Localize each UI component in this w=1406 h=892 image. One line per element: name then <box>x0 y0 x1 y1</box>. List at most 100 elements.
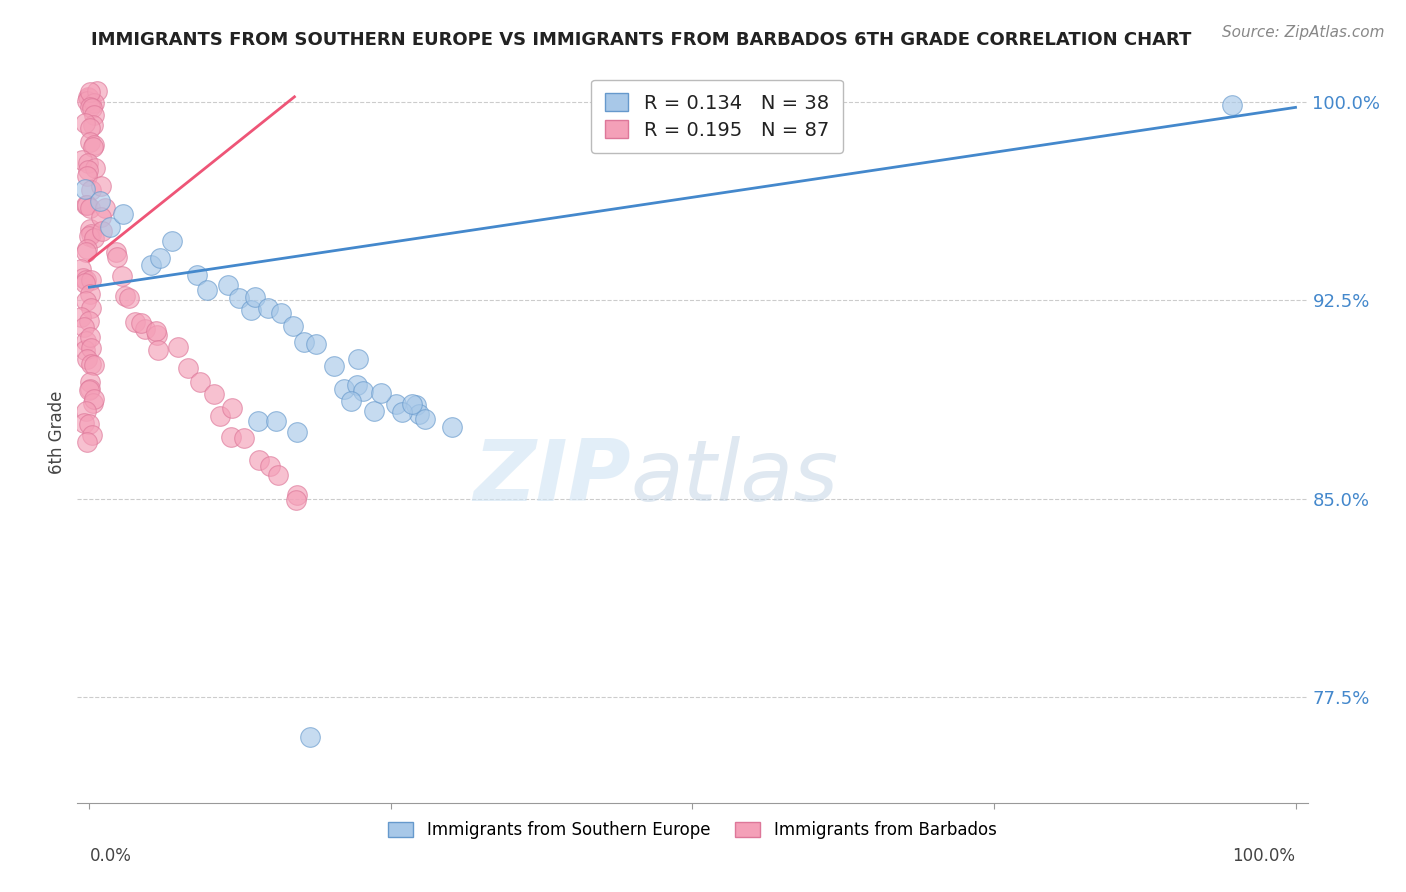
Text: 100.0%: 100.0% <box>1233 847 1295 865</box>
Point <box>408 407 430 421</box>
Point <box>239 303 262 318</box>
Point <box>83 358 105 372</box>
Point <box>75 198 97 212</box>
Point <box>79 375 101 389</box>
Point <box>401 397 423 411</box>
Point <box>80 341 103 355</box>
Point <box>146 343 169 357</box>
Point <box>124 315 146 329</box>
Point <box>129 316 152 330</box>
Point <box>285 493 308 508</box>
Point <box>98 220 121 235</box>
Point <box>146 327 169 342</box>
Point <box>82 102 104 116</box>
Point <box>190 375 212 389</box>
Point <box>114 289 136 303</box>
Point <box>339 394 361 409</box>
Point <box>111 206 134 220</box>
Point <box>83 108 105 122</box>
Point <box>195 283 218 297</box>
Point <box>83 231 105 245</box>
Point <box>370 385 392 400</box>
Point <box>93 201 115 215</box>
Point <box>243 290 266 304</box>
Point <box>79 201 101 215</box>
Point <box>111 268 134 283</box>
Point <box>347 351 370 366</box>
Text: ZIP: ZIP <box>474 435 631 518</box>
Point <box>83 392 105 407</box>
Point <box>75 273 97 287</box>
Point <box>79 229 101 244</box>
Point <box>177 360 200 375</box>
Point <box>86 84 108 98</box>
Point <box>73 343 96 357</box>
Point <box>79 329 101 343</box>
Point <box>384 397 406 411</box>
Point <box>267 468 290 483</box>
Y-axis label: 6th Grade: 6th Grade <box>48 391 66 475</box>
Point <box>83 137 105 152</box>
Point <box>405 398 427 412</box>
Point <box>72 271 94 285</box>
Point <box>104 244 127 259</box>
Point <box>83 95 105 110</box>
Point <box>80 227 103 242</box>
Point <box>82 118 104 132</box>
Point <box>75 404 97 418</box>
Point <box>322 359 344 373</box>
Point <box>80 273 103 287</box>
Point <box>217 277 239 292</box>
Point <box>73 182 96 196</box>
Point <box>82 427 104 442</box>
Point <box>79 301 101 315</box>
Point <box>221 401 243 416</box>
Point <box>80 95 103 110</box>
Point <box>299 730 322 744</box>
Point <box>413 412 436 426</box>
Point <box>149 251 172 265</box>
Point <box>76 90 98 104</box>
Point <box>73 277 96 291</box>
Point <box>77 90 100 104</box>
Point <box>84 161 107 176</box>
Point <box>82 140 104 154</box>
Point <box>228 291 250 305</box>
Point <box>141 258 163 272</box>
Point <box>287 488 309 502</box>
Point <box>79 100 101 114</box>
Point <box>79 222 101 236</box>
Point <box>259 458 281 473</box>
Point <box>257 301 280 316</box>
Point <box>76 94 98 108</box>
Point <box>332 382 354 396</box>
Text: 0.0%: 0.0% <box>90 847 131 865</box>
Point <box>79 417 101 431</box>
Point <box>391 405 413 419</box>
Point <box>270 306 292 320</box>
Point <box>70 310 93 324</box>
Point <box>160 234 183 248</box>
Point <box>346 378 368 392</box>
Point <box>186 268 208 283</box>
Point <box>363 404 385 418</box>
Point <box>219 430 242 444</box>
Text: atlas: atlas <box>631 435 839 518</box>
Point <box>285 425 308 439</box>
Point <box>264 414 287 428</box>
Point <box>79 287 101 301</box>
Point <box>202 386 225 401</box>
Point <box>82 395 104 409</box>
Point <box>441 419 464 434</box>
Point <box>73 320 96 334</box>
Point <box>90 179 112 194</box>
Point <box>90 211 112 225</box>
Point <box>283 319 305 334</box>
Point <box>89 194 111 209</box>
Point <box>352 384 374 398</box>
Point <box>292 334 315 349</box>
Point <box>79 384 101 398</box>
Point <box>1220 98 1243 112</box>
Point <box>77 156 100 170</box>
Point <box>76 242 98 256</box>
